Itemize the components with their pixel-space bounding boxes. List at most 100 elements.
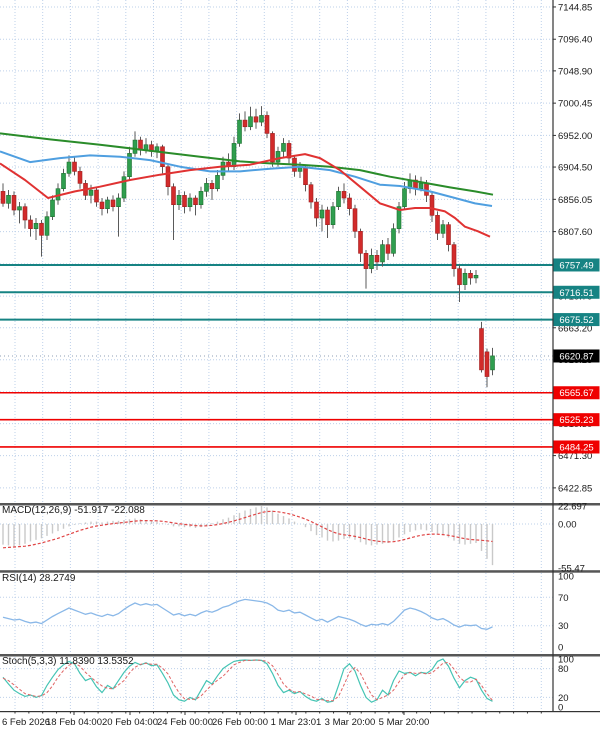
candle-bearish [374,255,380,263]
stoch-d-line [2,659,493,702]
resistance-price-badge [553,258,600,272]
resistance-price-badge-text: 6757.49 [559,260,593,271]
x-axis-date-label: 18 Feb 04:00 [46,717,102,728]
rsi-panel-surface[interactable] [0,572,553,654]
support-price-badge-text: 6484.25 [559,442,593,453]
candle-bullish [220,161,226,176]
candle-bearish [363,253,369,269]
y-axis-tick: 7048.90 [558,66,592,77]
stoch-axis-tick: 0 [558,703,563,714]
candle-bullish [275,151,281,163]
current-price-badge [553,349,600,363]
candle-bullish [473,274,479,279]
time-axis-line [0,711,600,713]
resistance-price-badge-text: 6716.51 [559,288,593,299]
stoch-panel-surface[interactable] [0,656,553,710]
price-axis-surface[interactable] [553,0,600,711]
macd-axis-tick: 0.00 [558,520,577,531]
candle-bullish [88,189,94,196]
candle-bullish [66,161,72,174]
candle-bullish [330,206,336,225]
candle-bullish [44,216,50,236]
candle-bearish [429,195,435,216]
candle-bearish [39,223,44,236]
candle-bullish [17,206,22,211]
candle-bearish [22,206,28,221]
candle-bullish [187,197,193,207]
candle-bearish [28,219,33,229]
ma-slow [0,132,494,196]
y-axis-tick: 6471.30 [558,451,592,462]
y-axis-tick: 7096.40 [558,35,592,46]
candle-bullish [440,224,446,234]
candle-bullish [281,143,286,152]
candle-bullish [336,191,341,207]
rsi-axis-tick: 30 [558,621,569,632]
support-price-badge [553,386,600,400]
y-axis-tick: 6422.85 [558,483,592,494]
panel-separator [0,570,600,573]
y-axis-tick: 6904.50 [558,163,592,174]
time-axis-surface[interactable] [0,711,600,733]
resistance-price-badge-text: 6675.52 [559,315,593,326]
macd-axis-tick: 22.697 [558,502,587,513]
rsi-line [2,598,493,630]
candle-bearish [314,201,319,219]
candle-bullish [490,355,495,371]
candle-bullish [204,183,209,192]
candle-bullish [259,115,264,123]
x-axis-date-label: 6 Feb 2026 [2,717,50,728]
current-price-badge-text: 6620.87 [559,351,593,362]
candle-bearish [253,116,259,123]
macd-panel-surface[interactable] [0,505,553,570]
candle-bullish [132,139,138,154]
candle-bullish [319,209,325,219]
support-price-badge [553,440,600,454]
candle-bearish [77,171,83,184]
x-axis-date-label: 20 Feb 04:00 [102,717,158,728]
candle-bullish [396,206,402,229]
candle-bullish [61,173,66,190]
candle-bearish [193,197,198,205]
panel-separator [0,654,600,657]
candle-bullish [462,272,468,285]
candle-bearish [99,201,105,209]
resistance-price-badge [553,313,600,327]
macd-axis-tick: -55.47 [558,563,585,574]
ma-fast [0,153,491,238]
y-axis-tick: 6807.60 [558,227,592,238]
support-price-badge-text: 6565.67 [559,388,593,399]
candle-bearish [242,119,248,128]
y-axis-tick: 6663.20 [558,323,592,334]
candle-bearish [0,191,6,204]
candle-bearish [468,272,473,279]
support-price-badge-text: 6525.23 [559,415,593,426]
candle-bearish [182,195,187,207]
candle-bearish [446,224,451,245]
rsi-axis-tick: 70 [558,593,569,604]
candle-bullish [6,195,11,204]
y-axis-tick: 6952.00 [558,131,592,142]
y-axis-tick: 6856.05 [558,195,592,206]
candle-bullish [248,116,253,128]
candle-bullish [380,244,385,263]
y-axis-tick: 7000.45 [558,99,592,110]
candle-bearish [72,161,77,172]
candle-bullish [116,197,121,207]
candle-bearish [270,133,275,163]
x-axis-date-label: 24 Feb 00:00 [157,717,213,728]
panel-separator [0,503,600,506]
chart-surface[interactable] [0,0,553,503]
candle-bearish [352,208,358,232]
candle-bearish [110,199,116,207]
rsi-label: RSI(14) 28.2749 [2,573,76,584]
y-axis-tick: 7144.85 [558,2,592,13]
stoch-axis-tick: 80 [558,664,569,675]
candle-bullish [215,175,220,190]
candle-bearish [451,244,457,269]
candle-bearish [341,191,347,199]
candle-bearish [94,189,99,203]
x-axis-date-label: 26 Feb 00:00 [212,717,268,728]
